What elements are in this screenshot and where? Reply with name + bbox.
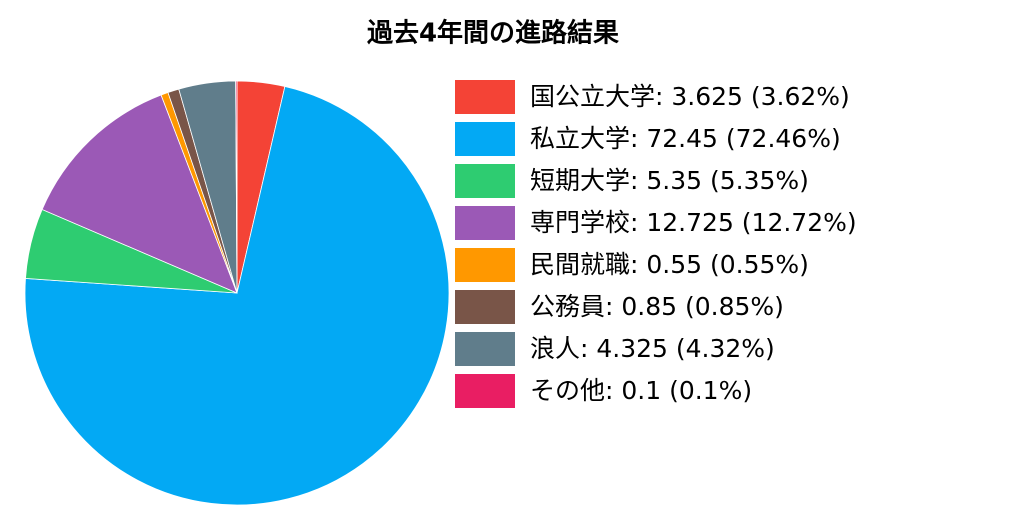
legend-swatch — [455, 290, 515, 324]
legend-label: その他: 0.1 (0.1%) — [530, 376, 752, 405]
legend-label: 国公立大学: 3.625 (3.62%) — [530, 82, 850, 111]
legend-swatch — [455, 164, 515, 198]
legend-label: 浪人: 4.325 (4.32%) — [530, 334, 775, 363]
legend-label: 民間就職: 0.55 (0.55%) — [530, 250, 809, 279]
pie-slice — [235, 80, 238, 294]
legend-label: 私立大学: 72.45 (72.46%) — [530, 124, 841, 153]
pie-slice — [41, 94, 238, 294]
legend-swatch — [455, 80, 515, 114]
legend-label: 専門学校: 12.725 (12.72%) — [530, 208, 857, 237]
legend-swatch — [455, 248, 515, 282]
chart-title: 過去4年間の進路結果 — [367, 18, 619, 49]
legend-swatch — [455, 332, 515, 366]
legend-swatch — [455, 374, 515, 408]
legend-swatch — [455, 206, 515, 240]
pie-slice — [24, 85, 450, 506]
legend-swatch — [455, 122, 515, 156]
legend-label: 短期大学: 5.35 (5.35%) — [530, 166, 809, 195]
legend-label: 公務員: 0.85 (0.85%) — [530, 292, 784, 321]
